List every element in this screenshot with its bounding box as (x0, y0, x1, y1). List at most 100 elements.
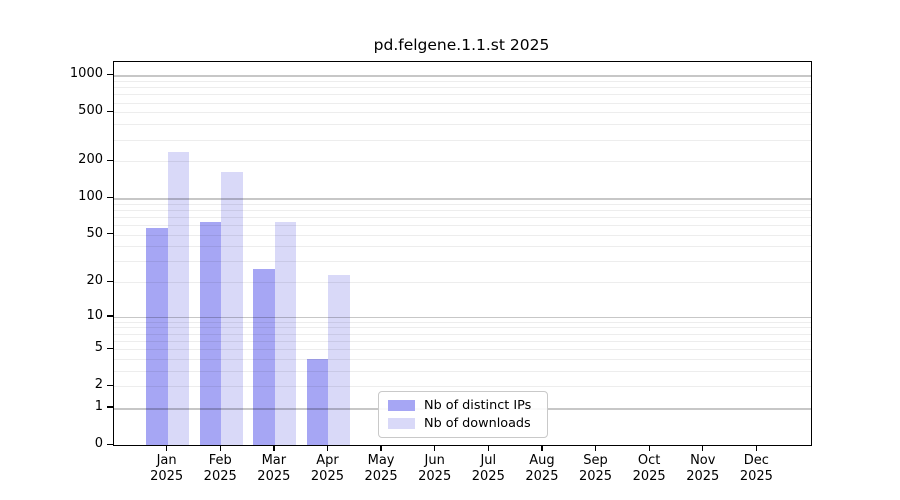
x-tick-label-dec: Dec 2025 (728, 453, 784, 485)
bar-distinct-ips-jan (146, 227, 168, 445)
y-tick-label-200: 200 (78, 152, 103, 168)
y-tick-0 (107, 443, 113, 445)
x-tick-apr (326, 445, 329, 451)
gridline-7 (114, 333, 811, 335)
bar-distinct-ips-apr (306, 358, 329, 445)
x-tick-label-may: May 2025 (353, 453, 409, 485)
y-tick-1000 (107, 73, 113, 76)
legend-label-distinct-ips: Nb of distinct IPs (424, 398, 532, 414)
gridline-400 (114, 124, 811, 126)
y-tick-label-0: 0 (94, 436, 103, 451)
gridline-800 (114, 87, 811, 89)
x-tick-label-mar: Mar 2025 (246, 453, 302, 485)
x-tick-may (380, 445, 382, 451)
gridline-200 (114, 161, 811, 163)
legend-entry-distinct-ips: Nb of distinct IPs (388, 397, 538, 415)
x-tick-year: 2025 (310, 469, 344, 484)
x-tick-month: Dec (743, 453, 769, 468)
x-tick-dec (755, 445, 758, 451)
x-tick-label-oct: Oct 2025 (621, 453, 677, 485)
x-tick-year: 2025 (203, 469, 237, 484)
chart-title: pd.felgene.1.1.st 2025 (373, 36, 550, 54)
x-tick-month: Jul (480, 453, 497, 468)
bar-distinct-ips-mar (253, 268, 275, 445)
gridline-60 (114, 225, 811, 227)
gridline-3 (114, 370, 811, 372)
gridline-1000 (114, 75, 811, 77)
x-tick-month: Jun (424, 453, 445, 468)
gridline-4 (114, 358, 811, 360)
x-tick-label-jul: Jul 2025 (460, 453, 516, 485)
bar-distinct-ips-feb (199, 222, 222, 445)
gridline-5 (114, 349, 811, 351)
x-tick-year: 2025 (686, 469, 720, 484)
gridline-80 (114, 209, 811, 211)
gridline-700 (114, 94, 811, 96)
bar-downloads-mar (274, 222, 297, 445)
x-tick-label-jan: Jan 2025 (139, 453, 195, 485)
y-tick-label-1000: 1000 (69, 66, 103, 82)
x-tick-month: Nov (690, 453, 716, 468)
x-tick-year: 2025 (739, 469, 773, 484)
y-tick-200 (107, 159, 113, 162)
x-tick-label-jun: Jun 2025 (407, 453, 463, 485)
y-tick-20 (107, 280, 113, 282)
x-tick-month: May (367, 453, 395, 468)
y-tick-100 (107, 196, 113, 198)
x-tick-jun (434, 445, 436, 451)
legend-swatch-downloads (388, 417, 415, 429)
x-tick-year: 2025 (578, 469, 613, 484)
gridline-300 (114, 139, 811, 141)
gridline-50 (114, 234, 811, 236)
x-tick-year: 2025 (257, 469, 291, 484)
x-tick-label-aug: Aug 2025 (514, 453, 570, 485)
gridline-30 (114, 261, 811, 263)
y-tick-label-20: 20 (86, 273, 103, 289)
y-tick-2 (107, 384, 113, 387)
gridline-9 (114, 321, 811, 323)
x-tick-jul (487, 445, 489, 451)
x-tick-year: 2025 (525, 469, 559, 484)
y-tick-500 (107, 110, 113, 113)
x-tick-sep (594, 445, 597, 451)
x-tick-feb (219, 445, 221, 451)
x-tick-month: Apr (316, 453, 339, 468)
y-tick-label-50: 50 (86, 225, 103, 241)
gridline-40 (114, 246, 811, 248)
x-tick-label-sep: Sep 2025 (568, 453, 624, 485)
gridline-90 (114, 203, 811, 205)
y-tick-1 (107, 406, 113, 408)
x-tick-month: Mar (261, 453, 287, 468)
x-tick-month: Sep (583, 453, 608, 468)
gridline-10 (114, 316, 811, 319)
x-tick-label-feb: Feb 2025 (192, 453, 248, 485)
x-tick-year: 2025 (364, 469, 398, 484)
x-tick-label-apr: Apr 2025 (299, 453, 355, 485)
legend-entry-downloads: Nb of downloads (388, 415, 538, 433)
x-tick-month: Aug (529, 453, 555, 468)
y-tick-label-10: 10 (86, 307, 103, 323)
x-tick-jan (166, 445, 168, 451)
plot-area (113, 61, 812, 446)
y-tick-50 (107, 233, 113, 235)
gridline-500 (114, 112, 811, 114)
x-tick-month: Feb (208, 453, 232, 468)
gridline-2 (114, 386, 811, 388)
y-tick-label-1: 1 (94, 398, 103, 414)
y-tick-label-100: 100 (78, 189, 103, 205)
legend: Nb of distinct IPs Nb of downloads (378, 391, 548, 438)
bar-downloads-feb (221, 172, 243, 445)
gridline-70 (114, 216, 811, 218)
x-tick-month: Oct (637, 453, 661, 468)
y-tick-10 (107, 315, 113, 317)
x-tick-year: 2025 (632, 469, 666, 484)
x-tick-year: 2025 (418, 469, 452, 484)
y-tick-label-5: 5 (94, 340, 103, 356)
x-tick-oct (648, 445, 650, 451)
legend-swatch-distinct-ips (388, 400, 415, 412)
legend-label-downloads: Nb of downloads (424, 415, 531, 431)
gridline-20 (114, 282, 811, 284)
x-tick-year: 2025 (150, 469, 184, 484)
x-tick-year: 2025 (471, 469, 505, 484)
x-tick-label-nov: Nov 2025 (675, 453, 731, 485)
